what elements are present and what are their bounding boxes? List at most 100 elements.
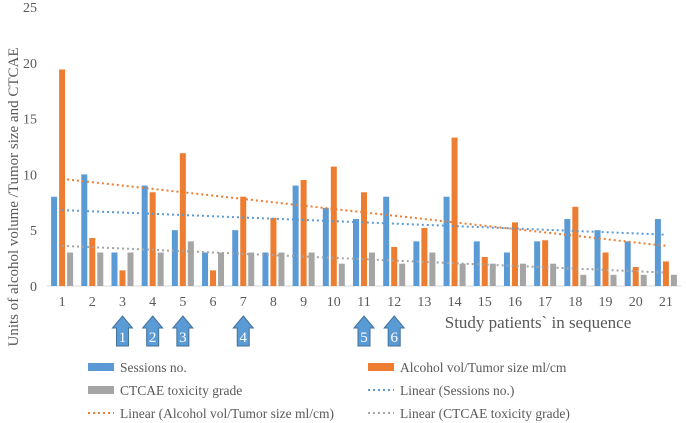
annotation-label: 1 xyxy=(119,330,127,346)
legend-swatch xyxy=(368,363,394,371)
bar xyxy=(383,196,390,286)
bar xyxy=(353,219,359,286)
bar xyxy=(330,166,337,286)
x-tick-label: 4 xyxy=(149,295,156,310)
bar xyxy=(399,263,406,286)
bar xyxy=(421,227,428,286)
annotation-arrows: 1 2 3 4 5 6 xyxy=(111,315,406,347)
x-tick-label: 11 xyxy=(357,295,370,310)
bar xyxy=(369,252,375,286)
x-tick-label: 20 xyxy=(629,295,643,310)
y-tick-label: 25 xyxy=(23,1,37,16)
annotation-arrow xyxy=(232,315,255,347)
bar xyxy=(141,185,148,286)
bar xyxy=(218,252,225,286)
trendline xyxy=(62,244,666,274)
bar xyxy=(391,246,398,286)
x-tick-label: 17 xyxy=(538,295,552,310)
y-axis-ticks: 0 5 10 15 20 25 xyxy=(23,1,37,295)
x-tick-label: 10 xyxy=(327,295,341,310)
bar xyxy=(451,137,458,286)
bar xyxy=(413,241,420,286)
annotation-label: 6 xyxy=(390,330,398,346)
y-tick-label: 20 xyxy=(23,57,37,72)
bar xyxy=(262,252,269,286)
bar xyxy=(542,240,549,286)
bar xyxy=(278,252,285,286)
annotation-label: 3 xyxy=(179,330,187,346)
bar xyxy=(111,252,118,286)
x-tick-label: 14 xyxy=(448,295,462,310)
bar xyxy=(97,252,104,286)
annotation-arrow xyxy=(383,315,406,347)
bar xyxy=(640,274,647,286)
legend: Sessions no. Alcohol vol/Tumor size ml/cm… xyxy=(88,360,570,421)
bar xyxy=(361,192,367,286)
bar xyxy=(610,274,617,286)
annotation-arrow xyxy=(171,315,194,347)
bar xyxy=(210,270,217,286)
legend-label: Linear (Sessions no.) xyxy=(400,383,514,398)
bar xyxy=(149,192,156,286)
trendline xyxy=(62,209,666,236)
bar xyxy=(481,256,488,286)
bar xyxy=(550,263,557,286)
bar xyxy=(654,219,661,286)
y-tick-label: 10 xyxy=(23,168,37,183)
x-tick-label: 16 xyxy=(508,295,522,310)
x-tick-label: 12 xyxy=(387,295,401,310)
annotation-label: 5 xyxy=(360,330,368,346)
bar xyxy=(322,207,329,286)
bar xyxy=(670,274,677,286)
legend-label: Linear (CTCAE toxicity grade) xyxy=(400,406,570,421)
annotation-label: 2 xyxy=(149,330,157,346)
bar xyxy=(171,230,178,286)
bar xyxy=(119,270,126,286)
bar xyxy=(459,263,466,286)
x-tick-label: 18 xyxy=(568,295,582,310)
legend-label: Alcohol vol/Tumor size ml/cm xyxy=(400,360,567,375)
x-tick-label: 13 xyxy=(417,295,431,310)
bar xyxy=(89,238,96,286)
bar xyxy=(202,252,209,286)
bar xyxy=(632,267,639,286)
y-tick-label: 15 xyxy=(23,113,37,128)
x-axis-label: Study patients` in sequence xyxy=(445,313,632,332)
annotation-arrow xyxy=(111,315,134,347)
bar xyxy=(292,185,299,286)
bar xyxy=(240,196,247,286)
bar xyxy=(662,261,669,286)
bar xyxy=(232,230,239,286)
x-tick-label: 9 xyxy=(300,295,307,310)
x-tick-label: 8 xyxy=(270,295,277,310)
bar xyxy=(564,219,571,286)
bar xyxy=(67,252,74,286)
x-tick-label: 2 xyxy=(89,295,96,310)
bar xyxy=(489,263,496,286)
plot-area xyxy=(47,69,681,287)
x-tick-label: 6 xyxy=(210,295,217,310)
annotation-label: 4 xyxy=(239,330,247,346)
bar xyxy=(187,241,194,286)
x-tick-label: 5 xyxy=(179,295,186,310)
bar xyxy=(519,263,526,286)
trendline xyxy=(61,177,667,247)
x-tick-label: 19 xyxy=(599,295,613,310)
bar xyxy=(624,241,631,286)
bar xyxy=(443,196,450,286)
bar xyxy=(503,252,510,286)
legend-label: CTCAE toxicity grade xyxy=(120,383,242,398)
bar xyxy=(127,252,134,286)
legend-swatch xyxy=(88,386,114,394)
x-tick-label: 7 xyxy=(240,295,247,310)
bar xyxy=(572,206,579,286)
x-tick-label: 15 xyxy=(478,295,492,310)
bar xyxy=(248,252,255,286)
bar xyxy=(594,230,601,286)
bar xyxy=(580,274,587,286)
x-tick-label: 1 xyxy=(59,295,66,310)
bar xyxy=(81,174,88,286)
bar xyxy=(59,69,66,286)
legend-swatch xyxy=(88,363,114,371)
